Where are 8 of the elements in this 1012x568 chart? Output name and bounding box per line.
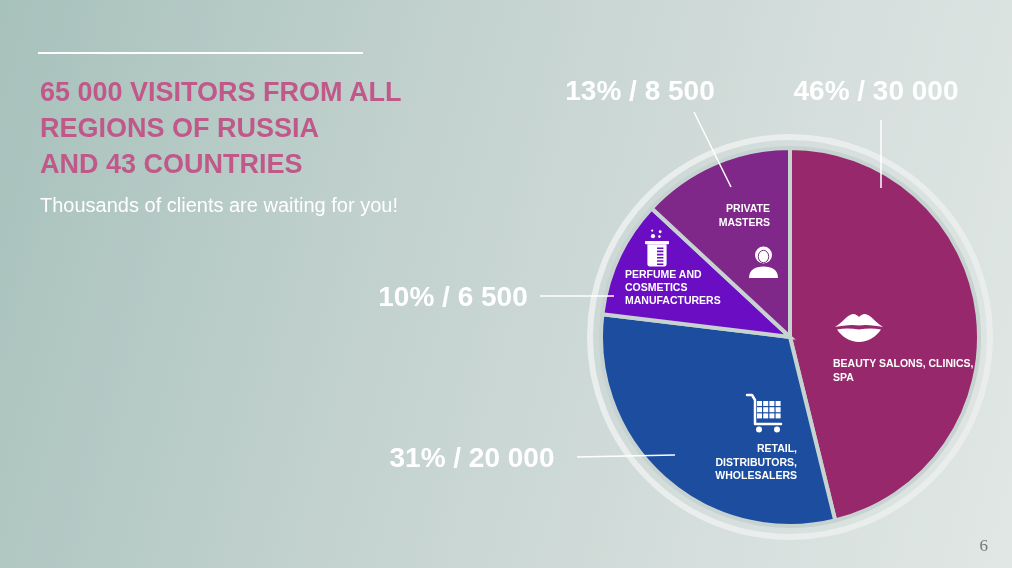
data-label: 10% / 6 500: [378, 280, 528, 312]
slice-label: RETAIL, DISTRIBUTORS, WHOLESALERS: [715, 442, 798, 481]
text: 65 000 VISITORS FROM ALL REGIONS OF RUSSIA AND 43 COUNTRIES: [40, 76, 402, 181]
slice-label: PERFUME AND COSMETICS MANUFACTURERS: [625, 268, 721, 306]
text: Thousands of clients are waiting for you!: [40, 193, 398, 217]
slice-label: PRIVATE MASTERS: [718, 202, 770, 228]
text: 6: [979, 536, 988, 556]
slice-label: BEAUTY SALONS, CLINICS, SPA: [833, 357, 974, 383]
